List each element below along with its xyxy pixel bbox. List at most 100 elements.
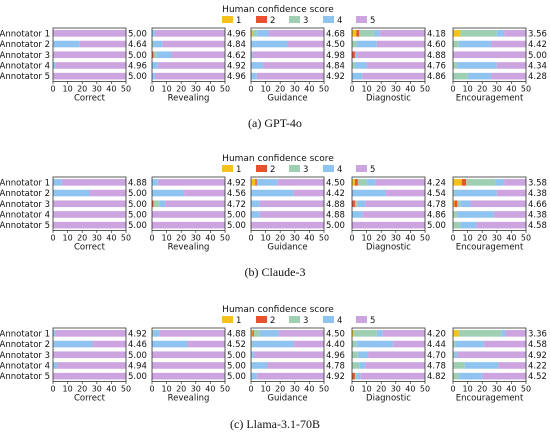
- legend-label-3: 3: [303, 316, 308, 326]
- mean-score-label: 4.96: [227, 72, 246, 82]
- bar-segment-score-5: [362, 211, 425, 218]
- x-tick-label: 50: [420, 385, 430, 394]
- panel-title: Encouragement: [456, 394, 524, 404]
- bar-segment-score-4: [251, 189, 294, 197]
- bar-segment-score-5: [268, 30, 324, 37]
- bar-segment-score-3: [359, 30, 374, 37]
- bar-segment-score-3: [152, 40, 154, 48]
- bar-segment-score-1: [251, 330, 253, 337]
- bar-segment-score-1: [352, 330, 354, 337]
- bar-segment-score-5: [375, 179, 425, 186]
- bar-segment-score-4: [251, 211, 260, 218]
- mean-score-label: 4.38: [528, 210, 547, 220]
- bar-segment-score-4: [356, 40, 377, 48]
- bar-segment-score-5: [352, 221, 425, 229]
- bar-segment-score-3: [453, 72, 468, 80]
- legend-label-1: 1: [236, 316, 241, 326]
- row-label-3: Annotator 3: [0, 200, 50, 210]
- x-tick-label: 50: [121, 385, 131, 394]
- mean-score-label: 4.78: [326, 361, 345, 371]
- bar-segment-score-4: [152, 189, 185, 197]
- x-tick-label: 40: [405, 85, 415, 94]
- mean-score-label: 4.42: [528, 40, 547, 50]
- x-tick-label: 50: [521, 85, 531, 94]
- row-label-5: Annotator 5: [0, 72, 50, 82]
- bar-segment-score-4: [457, 211, 494, 218]
- bar-segment-score-3: [352, 351, 358, 359]
- panel-encouragement: 3.564.425.004.344.28 0 10 20 30 40 50Encourage…: [450, 27, 547, 104]
- bar-segment-score-5: [152, 221, 225, 229]
- panel-frame: [52, 27, 127, 82]
- bar-segment-score-5: [368, 351, 425, 359]
- mean-score-label: 4.92: [326, 72, 345, 82]
- bar-segment-score-4: [496, 30, 505, 37]
- x-tick-label: 10: [162, 385, 172, 394]
- bar-segment-score-5: [365, 200, 425, 208]
- legend-swatch-2: [256, 165, 267, 172]
- x-tick-label: 40: [205, 385, 215, 394]
- mean-score-label: 4.96: [128, 61, 147, 71]
- x-tick-label: 10: [261, 85, 271, 94]
- bar-segment-score-4: [495, 179, 505, 186]
- mean-score-label: 5.00: [227, 221, 246, 231]
- mean-score-label: 4.88: [227, 329, 246, 339]
- bar-segment-score-5: [92, 340, 126, 348]
- mean-score-label: 4.92: [227, 61, 246, 71]
- panel-title: Correct: [74, 243, 106, 253]
- legend-label-5: 5: [370, 16, 375, 26]
- x-tick-label: 30: [92, 85, 102, 94]
- mean-score-label: 3.56: [528, 29, 547, 39]
- mean-score-label: 4.34: [528, 61, 547, 71]
- mean-score-label: 4.94: [128, 361, 147, 371]
- bar-segment-score-4: [53, 62, 56, 69]
- bar-segment-score-4: [53, 362, 58, 369]
- mean-score-label: 5.00: [128, 72, 147, 82]
- mean-score-label: 4.42: [326, 189, 345, 199]
- mean-score-label: 5.00: [128, 221, 147, 231]
- bar-segment-score-5: [252, 51, 324, 59]
- bar-segment-score-4: [251, 40, 288, 48]
- bar-segment-score-3: [353, 330, 377, 337]
- panel-title: Guidance: [267, 394, 307, 404]
- mean-score-label: 4.88: [326, 200, 345, 210]
- bar-segment-score-4: [53, 330, 56, 337]
- panel-frame: [52, 327, 127, 382]
- legend-swatch-1: [222, 165, 233, 172]
- bar-segment-score-4: [455, 340, 484, 348]
- mean-score-label: 4.86: [427, 72, 446, 82]
- bar-segment-score-3: [458, 330, 502, 337]
- mean-score-label: 4.52: [528, 372, 547, 382]
- bar-segment-score-4: [357, 200, 366, 208]
- x-tick-label: 30: [191, 85, 201, 94]
- bar-segment-score-4: [152, 340, 188, 348]
- mean-score-label: 4.20: [427, 329, 446, 339]
- bar-segment-score-5: [287, 40, 324, 48]
- mean-score-label: 4.18: [427, 29, 446, 39]
- bar-segment-score-4: [352, 189, 386, 197]
- bar-segment-score-2: [352, 51, 355, 59]
- mean-score-label: 4.68: [326, 29, 345, 39]
- bar-segment-score-5: [379, 30, 425, 37]
- caption-b: (b) Claude-3: [244, 265, 306, 279]
- panel-frame: [452, 327, 527, 382]
- bar-segment-score-2: [255, 179, 257, 186]
- x-tick-label: 20: [477, 234, 487, 243]
- bar-segment-score-4: [460, 221, 477, 229]
- mean-score-label: 5.00: [227, 372, 246, 382]
- bar-segment-score-3: [466, 179, 496, 186]
- bar-segment-score-4: [454, 189, 497, 197]
- mean-score-label: 4.46: [128, 340, 147, 350]
- bar-segment-score-4: [259, 330, 279, 337]
- mean-score-label: 4.38: [528, 189, 547, 199]
- x-tick-label: 0: [50, 385, 55, 394]
- bar-segment-score-5: [152, 372, 225, 380]
- mean-score-label: 5.00: [128, 372, 147, 382]
- panel-guidance: 4.504.404.964.784.92 0 10 20 30 40 50 Guidance: [248, 327, 345, 404]
- legend-title: Human confidence score: [222, 154, 334, 164]
- bar-segment-score-5: [79, 40, 126, 48]
- mean-score-label: 4.50: [326, 329, 345, 339]
- legend-label-5: 5: [370, 165, 375, 175]
